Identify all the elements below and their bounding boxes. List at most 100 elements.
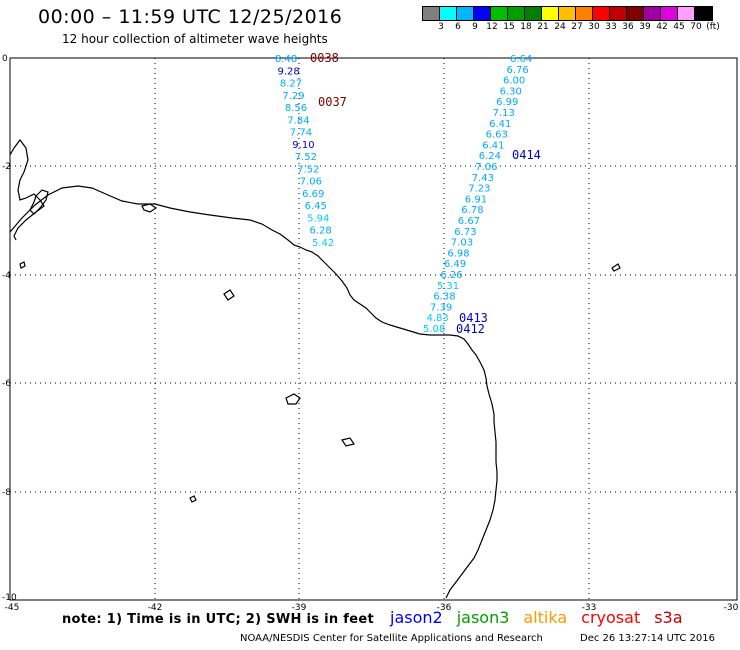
credit-text: NOAA/NESDIS Center for Satellite Applica… — [240, 633, 543, 644]
wave-height-value: 4.83 — [427, 313, 449, 324]
wave-height-value: 6.28 — [310, 226, 332, 237]
x-tick-label: -30 — [724, 603, 739, 613]
generated-timestamp: Dec 26 13:27:14 UTC 2016 — [580, 633, 715, 644]
wave-height-value: 6.38 — [433, 292, 455, 303]
x-axis-labels: -45 -42 -39 -36 -33 -30 — [5, 603, 739, 613]
wave-height-value: 6.91 — [465, 194, 487, 205]
legend-swatch — [508, 7, 525, 20]
legend-swatch — [593, 7, 610, 20]
coastline-main — [9, 185, 498, 599]
legend-label: 6 — [455, 22, 461, 32]
wave-height-value: 6.99 — [496, 97, 518, 108]
coastline — [9, 139, 621, 599]
wave-height-value: 9.10 — [292, 140, 314, 151]
color-legend — [422, 6, 713, 21]
legend-label: 27 — [571, 22, 583, 32]
legend-label: 18 — [520, 22, 532, 32]
legend-label: 12 — [486, 22, 498, 32]
legend-label: (ft) — [706, 22, 720, 32]
satellite-name: cryosat — [581, 608, 641, 627]
island-3 — [285, 393, 301, 405]
wave-height-value: 6.49 — [444, 259, 466, 270]
track-east: 6.646.766.006.306.997.136.416.636.416.24… — [423, 54, 532, 335]
wave-height-value: 6.67 — [458, 216, 480, 227]
satellite-name: jason2 — [390, 608, 443, 627]
wave-height-value: 7.06 — [475, 162, 497, 173]
wave-height-value: 5.31 — [437, 281, 459, 292]
wave-height-value: 6.26 — [440, 270, 462, 281]
lat-lon-grid — [10, 58, 737, 600]
legend-swatch — [457, 7, 474, 20]
legend-swatch — [525, 7, 542, 20]
y-tick-label: 0 — [2, 54, 8, 64]
legend-swatch — [559, 7, 576, 20]
legend-label: 45 — [673, 22, 685, 32]
legend-label: 9 — [472, 22, 478, 32]
legend-label: 33 — [605, 22, 617, 32]
legend-labels: 3 6 9 12 15 18 21 24 27 30 33 36 39 42 45 70 (ft) — [422, 22, 740, 36]
legend-swatch — [644, 7, 661, 20]
time-labels: 0038 0037 0414 0413 0412 — [310, 51, 541, 336]
satellite-name: s3a — [654, 608, 683, 627]
wave-height-value: 6.69 — [302, 189, 324, 200]
legend-label: 3 — [438, 22, 444, 32]
wave-height-value: 6.78 — [461, 205, 483, 216]
legend-label: 36 — [622, 22, 634, 32]
wave-height-value: 7.06 — [300, 177, 322, 188]
footer-note: note: 1) Time is in UTC; 2) SWH is in fe… — [62, 612, 374, 627]
legend-swatch — [542, 7, 559, 20]
plot-frame — [9, 57, 738, 601]
legend-swatch — [627, 7, 644, 20]
y-tick-label: -4 — [2, 271, 11, 281]
wave-height-value: 9.28 — [278, 66, 300, 77]
legend-label: 70 — [690, 22, 702, 32]
coastline-inlet — [29, 189, 49, 215]
legend-label: 21 — [537, 22, 549, 32]
legend-label: 15 — [503, 22, 515, 32]
time-label-0414: 0414 — [512, 148, 541, 162]
wave-height-value: 6.24 — [479, 151, 501, 162]
island-1 — [141, 203, 158, 213]
wave-height-value: 6.45 — [305, 201, 327, 212]
time-label-0038: 0038 — [310, 51, 339, 65]
wave-height-value: 6.63 — [486, 130, 508, 141]
map-subtitle: 12 hour collection of altimeter wave hei… — [62, 32, 328, 46]
wave-height-value: 7.13 — [493, 108, 515, 119]
legend-swatch — [678, 7, 695, 20]
island-7 — [189, 495, 197, 503]
island-6 — [19, 261, 26, 269]
wave-height-value: 6.00 — [503, 76, 525, 87]
wave-height-value: 7.23 — [468, 184, 490, 195]
legend-label: 24 — [554, 22, 566, 32]
legend-swatch — [440, 7, 457, 20]
legend-label: 42 — [656, 22, 668, 32]
island-2 — [223, 289, 235, 301]
wave-height-value: 6.73 — [454, 227, 476, 238]
legend-swatch — [661, 7, 678, 20]
y-axis-labels: 0 -2 -4 -6 -8 -10 — [2, 54, 17, 603]
time-label-0413: 0413 — [459, 311, 488, 325]
x-tick-label: -39 — [292, 603, 307, 613]
wave-height-value: 5.42 — [312, 238, 334, 249]
x-tick-label: -45 — [5, 603, 20, 613]
legend-swatch — [474, 7, 491, 20]
wave-height-value: 7.03 — [451, 238, 473, 249]
legend-swatch — [695, 7, 712, 20]
wave-height-value: 8.48 — [275, 54, 297, 65]
y-tick-label: -2 — [2, 162, 11, 172]
wave-height-value: 6.41 — [489, 119, 511, 130]
y-tick-label: -6 — [2, 379, 11, 389]
wave-height-value: 7.52 — [297, 164, 319, 175]
time-label-0412: 0412 — [456, 322, 485, 336]
island-5 — [611, 263, 621, 272]
y-tick-label: -8 — [2, 488, 11, 498]
map-title: 00:00 – 11:59 UTC 12/25/2016 — [38, 6, 343, 28]
wave-height-value: 5.94 — [307, 214, 329, 225]
y-tick-label: -10 — [2, 593, 17, 603]
satellite-name: jason3 — [456, 608, 510, 627]
legend-swatch — [491, 7, 508, 20]
wave-height-value: 6.30 — [500, 86, 522, 97]
legend-label: 39 — [639, 22, 651, 32]
legend-swatch — [610, 7, 627, 20]
